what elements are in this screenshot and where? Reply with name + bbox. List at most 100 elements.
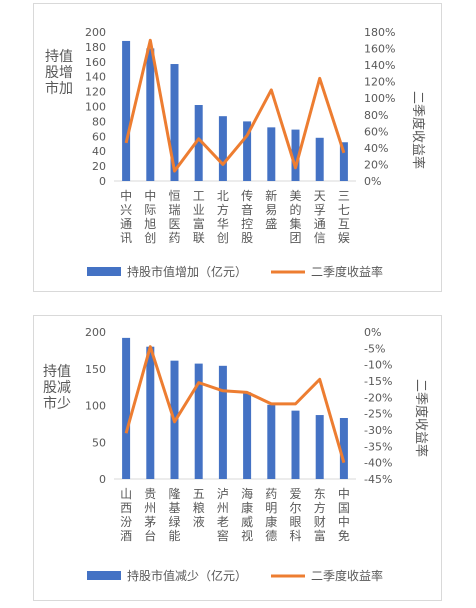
bottom-category-label-char: 州: [144, 501, 156, 515]
top-y-tick-label: 160: [85, 56, 106, 69]
top-category-label-char: 孚: [314, 203, 326, 217]
bottom-bar-1: [146, 346, 155, 479]
bottom-y-tick-label: 200: [85, 326, 106, 339]
bottom-category-label-char: 州: [217, 501, 229, 515]
top-y-axis-title: 持股市值增加: [45, 49, 73, 97]
top-category-label-char: 新: [265, 188, 277, 203]
bottom-category-label-char: 隆: [168, 486, 180, 501]
top-category-label-char: 富: [193, 216, 205, 231]
bottom-category-label-char: 科: [289, 529, 301, 543]
top-category-label-char: 股: [241, 231, 253, 245]
top-y-tick-label: 60: [92, 130, 106, 143]
top-category-label-char: 创: [217, 231, 229, 245]
bottom-category-label-char: 液: [193, 514, 205, 529]
bottom-bar-8: [315, 415, 324, 479]
bottom-category-label-char: 台: [144, 528, 156, 543]
bottom-category-label-char: 免: [338, 528, 350, 543]
top-category-label-char: 通: [314, 217, 326, 231]
bottom-y-axis-title-char: 减: [57, 380, 71, 396]
chart-top: 0 20 40 60 80 100 120 140 160 180 200 0% 20% 40% 60% 80…: [33, 3, 442, 292]
top-y2-tick-label: 180%: [364, 26, 395, 39]
top-category-label-char: 盛: [265, 216, 277, 231]
bottom-category-label-char: 能: [168, 529, 180, 543]
bottom-bar-6: [267, 404, 276, 479]
top-bar-5: [243, 121, 252, 181]
top-category-label-char: 北: [217, 189, 229, 203]
top-y-axis-title-char: 股: [45, 65, 59, 81]
top-category-label-char: 团: [289, 231, 301, 245]
top-bar-3: [194, 105, 203, 181]
top-y-axis-title-char: 值: [59, 49, 73, 65]
bottom-category-label-char: 基: [168, 501, 180, 515]
bottom-category-label-char: 德: [265, 528, 277, 543]
bottom-y-axis-title-char: 少: [57, 396, 71, 412]
bottom-category-label-char: 康: [265, 514, 277, 529]
top-bar-8: [315, 137, 324, 181]
bottom-return-line: [124, 345, 346, 464]
bottom-category-label-char: 西: [120, 501, 132, 515]
top-bar-7: [291, 129, 300, 181]
top-bar-6: [267, 127, 276, 181]
bottom-category-label-char: 中: [338, 514, 350, 529]
top-y-tick-label: 20: [92, 160, 106, 173]
top-category-label-char: 创: [144, 231, 156, 245]
bottom-y2-tick-label: -15%: [364, 375, 392, 388]
top-y2-axis-title: 二季度收益率: [410, 91, 426, 169]
bottom-y-tick-label: 0: [99, 473, 106, 486]
top-category-label-char: 旭: [144, 217, 156, 231]
top-category-label-char: 集: [289, 216, 301, 231]
bottom-category-label-char: 粮: [193, 500, 205, 515]
bottom-y-tick-label: 150: [85, 363, 106, 376]
bottom-bar-9: [339, 417, 348, 479]
top-category-label-char: 娱: [338, 231, 350, 245]
bottom-category-label-char: 泸: [217, 487, 229, 501]
top-category-label-char: 兴: [120, 203, 132, 217]
bottom-category-label-char: 汾: [120, 515, 132, 529]
bottom-category-label-char: 东: [314, 487, 326, 501]
bottom-category-label-3: 五粮液: [193, 487, 205, 529]
top-bar-9: [339, 142, 348, 181]
bottom-category-label-char: 方: [314, 500, 326, 515]
bottom-category-label-char: 酒: [120, 529, 132, 543]
top-category-label-char: 联: [193, 231, 205, 245]
bottom-category-label-char: 威: [241, 515, 253, 529]
top-y2-tick-label: 120%: [364, 76, 395, 89]
bottom-category-label-char: 尔: [289, 500, 301, 515]
top-y2-tick-label: 40%: [364, 142, 388, 155]
top-y-axis-title-char: 持: [45, 49, 59, 65]
bottom-y2-tick-label: -35%: [364, 440, 392, 453]
top-category-label-char: 药: [168, 231, 180, 245]
top-bar-4: [218, 116, 227, 181]
top-y-tick-label: 180: [85, 41, 106, 54]
top-y2-tick-label: 60%: [364, 125, 388, 138]
bottom-legend-line-label: 二季度收益率: [311, 568, 383, 583]
chart-bottom-svg: 0 50 100 150 200 0% -5% -10% -15% -20% -25% -30% -35…: [43, 326, 429, 583]
top-y2-tick-label: 0%: [364, 175, 381, 188]
top-y-tick-label: 120: [85, 86, 106, 99]
top-category-label-char: 信: [314, 231, 326, 245]
bottom-y2-axis-title: 二季度收益率: [413, 379, 429, 457]
top-category-label-6: 新易盛: [265, 188, 277, 231]
top-category-label-char: 美: [289, 189, 301, 203]
top-y-tick-label: 0: [99, 175, 106, 188]
top-category-label-char: 方: [217, 202, 229, 217]
bottom-category-label-char: 贵: [144, 487, 156, 501]
bottom-y-axis-title: 持股市值减少: [43, 364, 71, 412]
top-category-label-char: 控: [241, 217, 253, 231]
top-legend-bar-swatch: [87, 267, 121, 276]
bottom-category-label-char: 老: [217, 515, 229, 529]
bottom-y2-tick-label: 0%: [364, 326, 381, 339]
top-y-axis-title-char: 加: [59, 81, 73, 97]
top-category-label-char: 际: [144, 203, 156, 217]
top-y-axis-title-char: 增: [59, 65, 73, 81]
bottom-category-label-char: 窖: [217, 528, 229, 543]
